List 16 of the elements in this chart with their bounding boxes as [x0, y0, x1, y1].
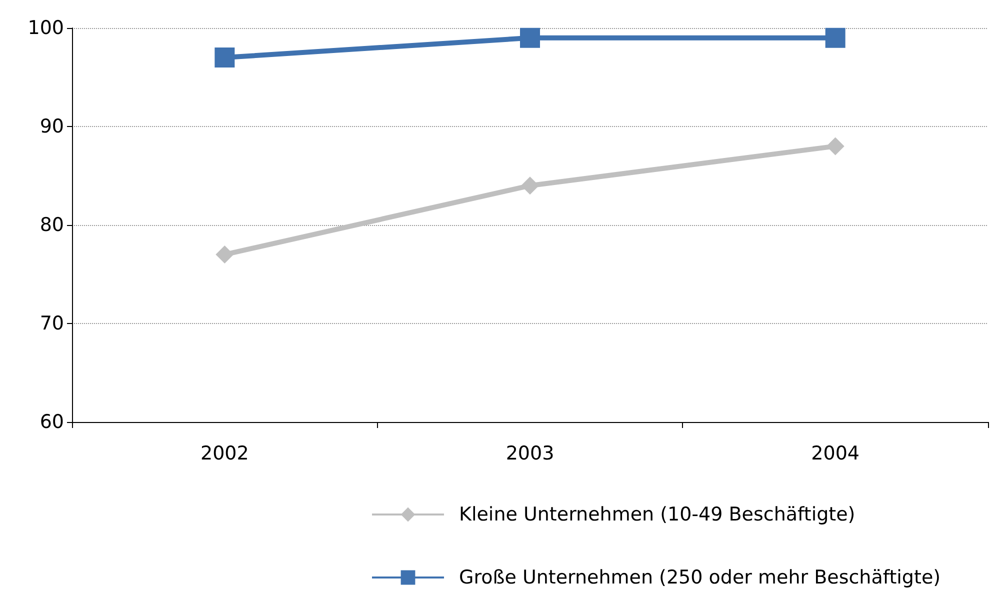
point: [825, 28, 846, 48]
x-tick-label: 2003: [506, 442, 554, 464]
y-tick-label: 100: [28, 17, 64, 39]
point: [826, 137, 844, 156]
y-tick-label: 80: [40, 214, 64, 236]
legend-label: Kleine Unternehmen (10-49 Beschäftigte): [459, 504, 856, 526]
point: [214, 48, 235, 68]
x-tick-label: 2004: [811, 442, 860, 464]
point: [520, 28, 540, 48]
x-tick-label: 2002: [200, 442, 249, 464]
y-tick-label: 60: [40, 411, 64, 433]
point: [216, 246, 234, 264]
y-tick-label: 90: [40, 116, 64, 138]
legend-label: Große Unternehmen (250 oder mehr Beschäftigte): [459, 566, 941, 588]
y-tick-label: 70: [40, 312, 64, 334]
point: [521, 176, 539, 195]
